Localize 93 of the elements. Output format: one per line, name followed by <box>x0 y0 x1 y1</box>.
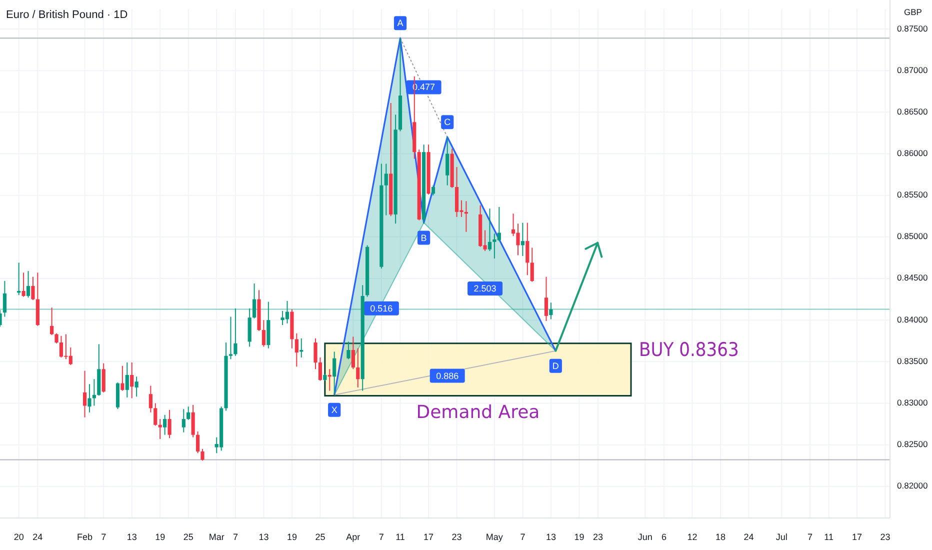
y-tick-label: 0.87500 <box>897 23 928 34</box>
annotation: D <box>552 360 560 371</box>
candlestick <box>158 418 162 440</box>
x-tick-label: Apr <box>346 532 360 542</box>
x-tick-label: 7 <box>807 532 812 542</box>
x-tick-label: 7 <box>232 532 238 542</box>
candlestick <box>125 362 129 398</box>
x-tick-label: 23 <box>452 532 462 542</box>
y-tick-label: 0.86500 <box>897 106 928 116</box>
candlestick <box>356 348 360 388</box>
x-tick-label: 7 <box>101 532 106 542</box>
candlestick <box>346 341 350 360</box>
x-tick-label: 17 <box>424 532 434 542</box>
y-tick-label: 0.82000 <box>897 480 928 491</box>
x-tick-label: 24 <box>744 532 754 542</box>
candlestick <box>520 222 524 257</box>
x-tick-label: May <box>486 532 504 542</box>
candlestick <box>120 365 124 392</box>
candlestick <box>549 302 553 320</box>
y-axis-title: GBP <box>904 7 922 17</box>
line-series <box>334 37 556 396</box>
x-tick-label: 19 <box>574 532 584 542</box>
candlestick <box>332 351 336 396</box>
x-tick-label: 19 <box>286 532 297 542</box>
candlestick <box>182 408 186 433</box>
candlestick <box>59 335 64 358</box>
y-tick-label: 0.83500 <box>897 356 928 366</box>
candlestick <box>168 409 172 439</box>
candlestick <box>431 184 436 196</box>
candlestick <box>102 362 106 393</box>
annotation: 0.516 <box>370 303 393 314</box>
candlestick <box>134 376 138 398</box>
candlestick <box>22 272 26 298</box>
annotation: BUY 0.8363 <box>639 339 739 362</box>
annotation: B <box>420 232 427 243</box>
candlestick <box>191 404 195 438</box>
candlestick <box>446 136 450 186</box>
candlestick <box>526 222 530 276</box>
y-tick-label: 0.83000 <box>897 397 928 408</box>
x-tick-label: 24 <box>32 532 43 542</box>
y-tick-label: 0.82500 <box>897 439 928 450</box>
x-tick-label: 12 <box>687 532 698 542</box>
candlestick <box>163 414 167 436</box>
candlestick <box>2 280 7 318</box>
candlestick <box>54 332 58 344</box>
candlestick <box>130 362 134 399</box>
candlestick <box>148 385 152 413</box>
annotation: 2.503 <box>474 283 496 294</box>
band-label: Demand Area <box>416 402 540 423</box>
x-tick-label: 25 <box>315 532 326 542</box>
x-tick-label: 11 <box>396 532 405 542</box>
x-tick-label: 25 <box>183 532 194 542</box>
x-tick-label: 7 <box>378 532 384 542</box>
x-tick-label: 19 <box>155 532 166 542</box>
x-tick-label: 18 <box>715 532 726 542</box>
candlestick <box>186 406 190 420</box>
x-tick-label: Mar <box>208 532 224 542</box>
x-tick-label: 17 <box>852 532 862 542</box>
candlestick <box>50 307 54 336</box>
candlestick <box>31 276 35 301</box>
annotation: 0.886 <box>436 370 459 381</box>
x-tick-label: 13 <box>126 532 137 542</box>
x-tick-label: Feb <box>77 532 93 542</box>
x-tick-label: 6 <box>661 532 666 542</box>
candlestick <box>530 247 534 282</box>
candlestick <box>154 402 158 426</box>
candlestick <box>200 448 204 462</box>
y-tick-label: 0.86000 <box>897 148 928 158</box>
x-tick-label: 23 <box>880 532 890 542</box>
candlestick <box>544 276 548 322</box>
x-tick-label: 23 <box>593 532 604 542</box>
chart-title: Euro / British Pound · 1D <box>6 9 128 21</box>
x-tick-label: 13 <box>546 532 556 542</box>
x-tick-label: Jun <box>638 532 652 542</box>
y-tick-label: 0.87000 <box>897 64 928 75</box>
x-tick-label: 13 <box>258 532 269 542</box>
candlestick <box>384 163 388 216</box>
x-tick-label: Jul <box>776 532 788 542</box>
candlestick <box>82 370 87 418</box>
annotation: C <box>444 117 452 128</box>
y-tick-label: 0.85500 <box>897 190 928 200</box>
y-tick-label: 0.85000 <box>897 231 928 242</box>
x-tick-label: 20 <box>14 532 24 542</box>
y-tick-label: 0.84500 <box>897 272 928 283</box>
candlestick <box>88 384 92 413</box>
x-tick-label: 7 <box>520 532 526 542</box>
candlestick <box>196 431 200 454</box>
candlestick <box>26 270 30 298</box>
annotation: A <box>397 18 404 28</box>
x-tick-label: 11 <box>824 532 834 542</box>
annotation: X <box>331 404 338 415</box>
candlestick <box>488 208 492 252</box>
y-tick-label: 0.84000 <box>897 314 928 324</box>
